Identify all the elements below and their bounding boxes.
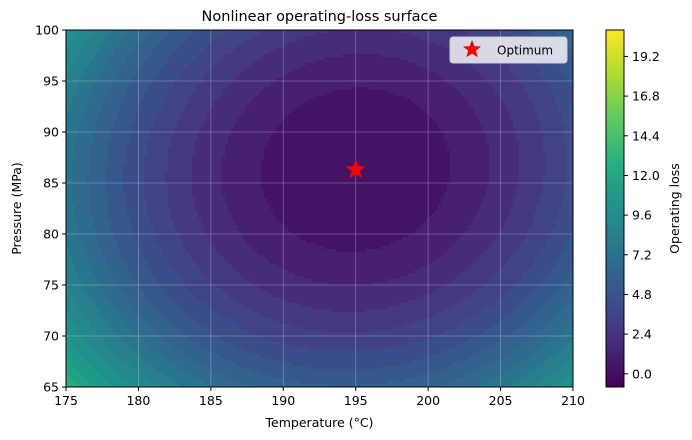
x-axis: 175 180 185 190 195 200 205 210: [54, 387, 585, 408]
y-tick-label: 95: [43, 74, 59, 89]
y-tick-label: 75: [43, 278, 59, 293]
y-axis: 65 70 75 80 85 90 95 100: [35, 23, 66, 395]
x-tick-label: 200: [416, 393, 440, 408]
colorbar-tick-label: 9.6: [632, 208, 652, 223]
legend-entry-optimum: Optimum: [497, 44, 553, 58]
colorbar-tick-label: 0.0: [632, 366, 652, 381]
colorbar-tick-label: 12.0: [632, 168, 660, 183]
legend: Optimum: [450, 37, 567, 63]
y-tick-label: 80: [43, 227, 59, 242]
colorbar-label: Operating loss: [667, 163, 682, 254]
colorbar-tick-label: 7.2: [632, 247, 652, 262]
y-axis-label: Pressure (MPa): [9, 162, 24, 255]
colorbar-tick-label: 4.8: [632, 287, 652, 302]
y-tick-label: 70: [43, 329, 59, 344]
colorbar-tick-label: 19.2: [632, 49, 660, 64]
colorbar: 0.0 2.4 4.8 7.2 9.6 12.0 14.4 16.8 19.2 Operatin…: [606, 30, 682, 387]
colorbar-tick-label: 2.4: [632, 327, 652, 342]
colorbar-tick-label: 14.4: [632, 128, 660, 143]
y-tick-label: 100: [35, 23, 59, 38]
y-tick-label: 90: [43, 125, 59, 140]
x-tick-label: 205: [489, 393, 513, 408]
colorbar-gradient: [606, 30, 624, 387]
colorbar-ticks: 0.0 2.4 4.8 7.2 9.6 12.0 14.4 16.8 19.2: [624, 49, 660, 381]
x-tick-label: 180: [126, 393, 150, 408]
loss-surface: [66, 30, 574, 388]
y-tick-label: 85: [43, 176, 59, 191]
x-tick-label: 190: [271, 393, 295, 408]
chart-title: Nonlinear operating-loss surface: [202, 9, 438, 25]
x-tick-label: 195: [344, 393, 368, 408]
y-tick-label: 65: [43, 380, 59, 395]
x-tick-label: 210: [561, 393, 585, 408]
x-tick-label: 175: [54, 393, 78, 408]
colorbar-tick-label: 16.8: [632, 89, 660, 104]
x-tick-label: 185: [199, 393, 223, 408]
x-axis-label: Temperature (°C): [265, 415, 374, 430]
